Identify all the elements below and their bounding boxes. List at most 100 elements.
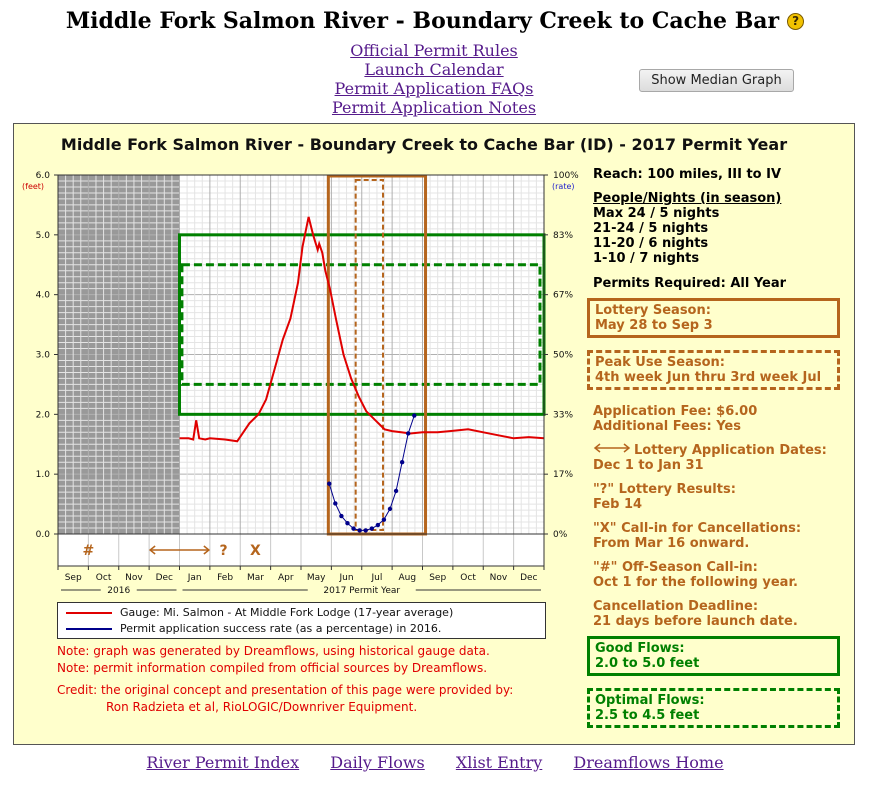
optimal-flows-title: Optimal Flows: bbox=[595, 693, 705, 708]
link-launch-calendar[interactable]: Launch Calendar bbox=[364, 60, 504, 79]
top-links: Official Permit Rules Launch Calendar Pe… bbox=[300, 41, 568, 117]
callin-marker: X bbox=[250, 543, 261, 559]
peak-use-dates: 4th week Jun thru 3rd week Jul bbox=[595, 370, 822, 385]
right-axis-tick-label: 17% bbox=[553, 470, 573, 480]
link-river-permit-index[interactable]: River Permit Index bbox=[146, 753, 300, 772]
offseason-marker: # bbox=[83, 543, 95, 559]
link-xlist-entry[interactable]: Xlist Entry bbox=[455, 753, 543, 772]
month-tick-label: Sep bbox=[65, 573, 82, 583]
success-rate-point bbox=[375, 522, 381, 528]
optimal-flows-box: Optimal Flows: 2.5 to 4.5 feet bbox=[587, 688, 840, 728]
left-axis-tick-label: 6.0 bbox=[36, 171, 51, 181]
peak-use-box: Peak Use Season: 4th week Jun thru 3rd w… bbox=[587, 350, 840, 390]
cancellation-block: Cancellation Deadline: 21 days before la… bbox=[593, 599, 798, 629]
help-icon[interactable]: ? bbox=[787, 13, 805, 30]
month-tick-label: Dec bbox=[156, 573, 173, 583]
lottery-dates-title: Lottery Application Dates: bbox=[593, 443, 827, 458]
right-axis-unit: (rate) bbox=[552, 182, 575, 191]
people-nights-row: 1-10 / 7 nights bbox=[593, 251, 700, 266]
month-tick-label: Apr bbox=[278, 573, 294, 583]
good-flows-box: Good Flows: 2.0 to 5.0 feet bbox=[587, 636, 840, 676]
left-axis-tick-label: 4.0 bbox=[36, 291, 51, 301]
lottery-dates-block: Lottery Application Dates: Dec 1 to Jan … bbox=[593, 443, 827, 473]
right-axis-tick-label: 67% bbox=[553, 291, 573, 301]
right-axis-tick-label: 33% bbox=[553, 410, 573, 420]
good-flows-range: 2.0 to 5.0 feet bbox=[595, 656, 700, 671]
chart-legend: Gauge: Mi. Salmon - At Middle Fork Lodge… bbox=[57, 602, 546, 639]
peak-use-title: Peak Use Season: bbox=[595, 355, 725, 370]
good-flows-title: Good Flows: bbox=[595, 641, 685, 656]
right-axis-tick-label: 100% bbox=[553, 171, 579, 181]
note-compiled: Note: permit information compiled from o… bbox=[57, 661, 488, 675]
note-generated: Note: graph was generated by Dreamflows,… bbox=[57, 644, 490, 658]
lottery-dates-arrowhead-right bbox=[203, 545, 211, 555]
success-rate-point bbox=[406, 431, 411, 436]
legend-gauge-label: Gauge: Mi. Salmon - At Middle Fork Lodge… bbox=[120, 606, 454, 619]
offseason-block: "#" Off-Season Call-in: Oct 1 for the fo… bbox=[593, 560, 798, 590]
month-tick-label: Nov bbox=[490, 573, 508, 583]
success-rate-point bbox=[345, 521, 350, 526]
month-tick-label: Mar bbox=[247, 573, 264, 583]
month-tick-label: Dec bbox=[520, 573, 537, 583]
optimal-flows-range: 2.5 to 4.5 feet bbox=[595, 708, 700, 723]
month-tick-label: Nov bbox=[125, 573, 143, 583]
success-rate-point bbox=[357, 528, 362, 533]
month-tick-label: Oct bbox=[460, 573, 476, 583]
success-rate-point bbox=[351, 526, 356, 531]
permit-panel: Middle Fork Salmon River - Boundary Cree… bbox=[13, 123, 855, 745]
gauge-flow-line bbox=[179, 216, 545, 443]
show-median-graph-button[interactable]: Show Median Graph bbox=[639, 69, 794, 92]
left-axis-unit: (feet) bbox=[22, 182, 44, 191]
link-dreamflows-home[interactable]: Dreamflows Home bbox=[573, 753, 724, 772]
legend-success-swatch bbox=[66, 628, 112, 630]
page-title-text: Middle Fork Salmon River - Boundary Cree… bbox=[65, 8, 780, 34]
success-rate-point bbox=[327, 481, 332, 486]
people-nights-row: 11-20 / 6 nights bbox=[593, 236, 709, 251]
permits-required: Permits Required: All Year bbox=[593, 276, 787, 291]
double-arrow-icon bbox=[593, 443, 631, 453]
credit-block: Credit: the original concept and present… bbox=[57, 682, 513, 716]
lottery-results-block: "?" Lottery Results: Feb 14 bbox=[593, 482, 736, 512]
right-axis-tick-label: 83% bbox=[553, 231, 573, 241]
left-axis-tick-label: 1.0 bbox=[36, 470, 51, 480]
cancellation-title: Cancellation Deadline: bbox=[593, 599, 759, 614]
link-daily-flows[interactable]: Daily Flows bbox=[330, 753, 425, 772]
lottery-results-title: "?" Lottery Results: bbox=[593, 482, 736, 497]
success-rate-point bbox=[399, 460, 405, 465]
peak-use-box bbox=[354, 179, 385, 531]
people-nights-row: 21-24 / 5 nights bbox=[593, 221, 709, 236]
fees-block: Application Fee: $6.00 Additional Fees: … bbox=[593, 404, 757, 434]
people-nights-title: People/Nights (in season) bbox=[593, 191, 782, 206]
year-label-2016: 2016 bbox=[107, 586, 130, 596]
link-official-permit-rules[interactable]: Official Permit Rules bbox=[350, 41, 518, 60]
lottery-dates-label: Lottery Application Dates: bbox=[634, 443, 827, 458]
link-permit-application-faqs[interactable]: Permit Application FAQs bbox=[334, 79, 534, 98]
offseason-title: "#" Off-Season Call-in: bbox=[593, 560, 758, 575]
optimal-flows-box bbox=[180, 263, 542, 386]
legend-success-label: Permit application success rate (as a pe… bbox=[120, 622, 442, 635]
legend-item-gauge: Gauge: Mi. Salmon - At Middle Fork Lodge… bbox=[66, 605, 453, 620]
month-tick-label: Jan bbox=[187, 573, 202, 583]
callin-dates: From Mar 16 onward. bbox=[593, 536, 750, 551]
success-rate-point bbox=[339, 513, 344, 519]
lottery-dates-arrowhead-left bbox=[148, 545, 156, 555]
link-permit-application-notes[interactable]: Permit Application Notes bbox=[331, 98, 537, 117]
credit-authors: Ron Radzieta et al, RioLOGIC/Downriver E… bbox=[106, 700, 418, 714]
panel-title: Middle Fork Salmon River - Boundary Cree… bbox=[60, 135, 788, 154]
permit-chart: 0.0 1.0 2.0 3.0 4.0 5.0 6.0 0% 17% 33% 50% 67% 83% 10… bbox=[22, 171, 579, 596]
callin-title: "X" Call-in for Cancellations: bbox=[593, 521, 802, 536]
success-rate-point bbox=[381, 517, 387, 522]
credit-line: Credit: the original concept and present… bbox=[57, 683, 514, 697]
left-axis-tick-label: 0.0 bbox=[36, 530, 51, 540]
people-nights-row: Max 24 / 5 nights bbox=[593, 206, 720, 221]
cancellation-detail: 21 days before launch date. bbox=[593, 614, 798, 629]
success-rate-point bbox=[412, 413, 417, 418]
callin-block: "X" Call-in for Cancellations: From Mar … bbox=[593, 521, 801, 551]
lottery-season-box: Lottery Season: May 28 to Sep 3 bbox=[587, 298, 840, 338]
lottery-results-marker: ? bbox=[219, 543, 227, 559]
month-tick-label: Jun bbox=[339, 573, 354, 583]
lottery-season-title: Lottery Season: bbox=[595, 303, 711, 318]
lottery-season-dates: May 28 to Sep 3 bbox=[595, 318, 713, 333]
left-axis-tick-label: 5.0 bbox=[36, 231, 51, 241]
success-rate-point bbox=[333, 501, 338, 506]
